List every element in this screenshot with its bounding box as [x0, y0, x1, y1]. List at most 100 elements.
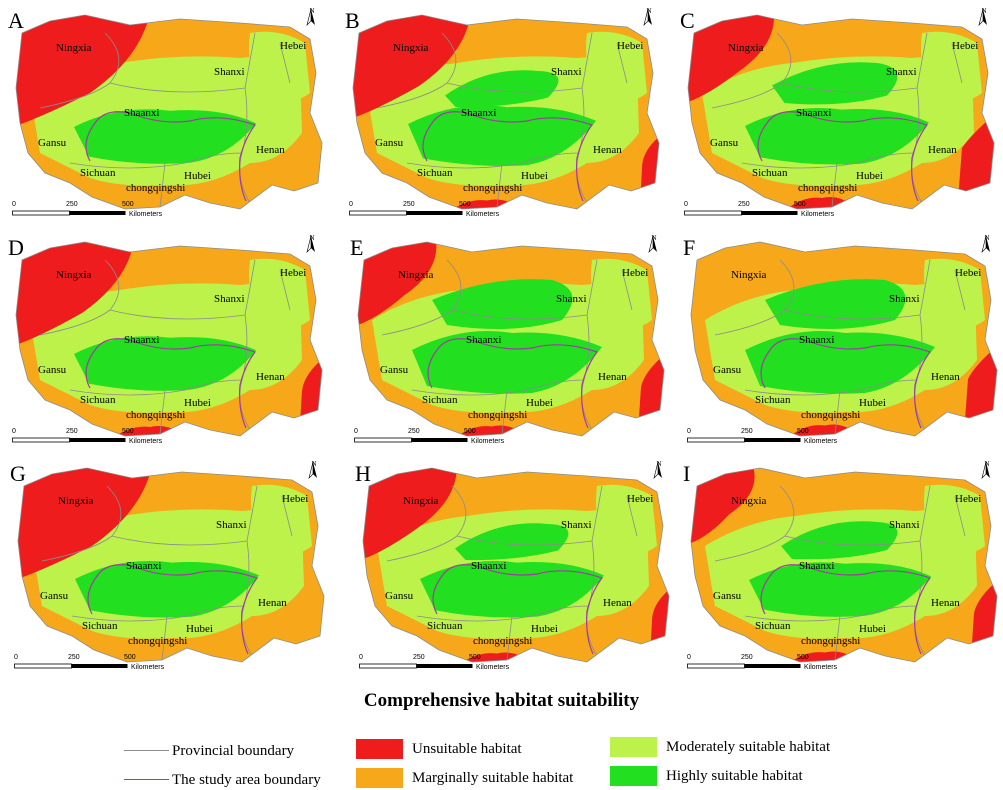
province-label-shanxi: Shanxi	[889, 519, 920, 531]
province-label-chongqing: chongqingshi	[801, 409, 861, 421]
map-panel-i: I N Ningxia Shanxi Hebei Shaanxi Gansu Henan Sic…	[683, 458, 1003, 678]
map-panel-e: E N Ningxia Shanxi Hebei Shaanxi Gansu Henan Sic…	[350, 232, 670, 452]
scale-tick-label: 500	[122, 201, 134, 208]
north-label: N	[309, 7, 315, 15]
suitability-map	[362, 467, 670, 663]
province-label-hebei: Hebei	[617, 40, 644, 52]
north-label: N	[984, 234, 990, 242]
suitability-map	[690, 467, 998, 663]
legend-provincial-line	[124, 750, 169, 751]
scale-segment-light	[684, 210, 742, 216]
province-label-henan: Henan	[256, 371, 285, 383]
scale-tick-label: 0	[12, 428, 16, 435]
scale-bar	[354, 437, 468, 443]
scale-tick-label: 0	[12, 201, 16, 208]
map-panel-g: G N Ningxia Shanxi Hebei Shaanxi Gansu Henan Sic…	[10, 458, 330, 678]
scale-unit-label: Kilometers	[129, 211, 163, 218]
map-outline	[15, 241, 323, 437]
map-outline	[690, 241, 998, 437]
province-label-ningxia: Ningxia	[731, 495, 767, 507]
panel-letter: I	[683, 461, 691, 486]
province-label-shanxi: Shanxi	[889, 293, 920, 305]
map-outline	[690, 467, 998, 663]
province-label-shaanxi: Shaanxi	[796, 107, 832, 119]
province-label-chongqing: chongqingshi	[126, 409, 186, 421]
north-arrow-icon: N	[981, 461, 993, 479]
unsuitable-habitat-area	[18, 468, 152, 581]
province-label-hebei: Hebei	[282, 493, 309, 505]
province-label-shaanxi: Shaanxi	[124, 107, 160, 119]
scale-segment-dark	[406, 211, 463, 215]
north-arrow-icon: N	[643, 8, 655, 26]
scale-tick-label: 250	[403, 201, 415, 208]
map-panel-d: D N Ningxia Shanxi Hebei Shaanxi Gansu Henan Sic…	[8, 232, 328, 452]
scale-tick-label: 250	[66, 428, 78, 435]
map-outline	[687, 14, 995, 210]
scale-segment-dark	[416, 664, 473, 668]
figure-title: Comprehensive habitat suitability	[363, 690, 640, 711]
unsuitable-habitat-area	[782, 197, 862, 209]
north-arrow-shape	[643, 8, 652, 26]
high-habitat-area	[765, 279, 906, 329]
province-label-hebei: Hebei	[955, 493, 982, 505]
panel-letter: B	[345, 8, 360, 33]
study-area-boundary-line	[757, 111, 928, 202]
province-label-shanxi: Shanxi	[214, 66, 245, 78]
scale-bar	[684, 210, 798, 216]
province-label-gansu: Gansu	[40, 590, 69, 602]
map-panel-f: F N Ningxia Shanxi Hebei Shaanxi Gansu Henan Sic…	[683, 232, 1003, 452]
scale-tick-label: 0	[687, 428, 691, 435]
scale-tick-label: 250	[738, 201, 750, 208]
unsuitable-habitat-area	[358, 242, 437, 327]
scale-segment-dark	[69, 211, 126, 215]
province-label-henan: Henan	[593, 144, 622, 156]
scale-tick-label: 0	[354, 428, 358, 435]
province-label-chongqing: chongqingshi	[126, 182, 186, 194]
north-arrow-shape	[648, 235, 657, 253]
province-label-chongqing: chongqingshi	[801, 635, 861, 647]
province-label-hubei: Hubei	[859, 397, 886, 409]
study-area-boundary-line	[432, 564, 603, 655]
province-label-ningxia: Ningxia	[731, 269, 767, 281]
province-label-sichuan: Sichuan	[80, 394, 116, 406]
moderate-habitat-area	[591, 258, 652, 329]
province-label-ningxia: Ningxia	[56, 269, 92, 281]
scale-bar	[687, 437, 801, 443]
scale-tick-label: 0	[687, 654, 691, 661]
suitability-map	[357, 241, 665, 437]
scale-bar	[12, 437, 126, 443]
north-arrow-icon: N	[648, 235, 660, 253]
study-area-boundary-line	[760, 564, 931, 655]
moderate-habitat-area	[249, 258, 310, 329]
province-label-henan: Henan	[598, 371, 627, 383]
map-panel-b: B N Ningxia Shanxi Hebei Shaanxi Gansu Henan Sic…	[345, 5, 665, 225]
suitability-map	[690, 241, 998, 437]
study-area-boundary-line	[422, 111, 593, 202]
moderate-habitat-area	[251, 484, 312, 555]
province-label-hebei: Hebei	[955, 267, 982, 279]
scale-tick-label: 500	[469, 654, 481, 661]
province-label-ningxia: Ningxia	[58, 495, 94, 507]
province-label-hubei: Hubei	[186, 623, 213, 635]
scale-tick-label: 500	[797, 654, 809, 661]
map-outline	[357, 241, 665, 437]
province-label-sichuan: Sichuan	[755, 620, 791, 632]
high-habitat-area	[455, 523, 569, 561]
map-outline	[352, 14, 660, 210]
province-label-hubei: Hubei	[526, 397, 553, 409]
scale-segment-dark	[741, 211, 798, 215]
high-habitat-area	[445, 70, 559, 108]
unsuitable-habitat-area	[353, 15, 471, 120]
legend-moderate-swatch	[610, 737, 657, 757]
moderate-habitat-area	[924, 258, 985, 329]
north-arrow-icon: N	[308, 461, 320, 479]
map-panel-a: A N Ningxia Shanxi Hebei Shaanxi Gansu Henan Sic…	[8, 5, 328, 225]
scale-tick-label: 500	[459, 201, 471, 208]
scale-tick-label: 0	[14, 654, 18, 661]
province-label-hubei: Hubei	[184, 397, 211, 409]
study-area-boundary-line	[760, 338, 931, 429]
panel-letter: D	[8, 235, 24, 260]
suitability-map	[15, 14, 323, 210]
high-habitat-area	[420, 560, 604, 618]
province-label-shaanxi: Shaanxi	[461, 107, 497, 119]
